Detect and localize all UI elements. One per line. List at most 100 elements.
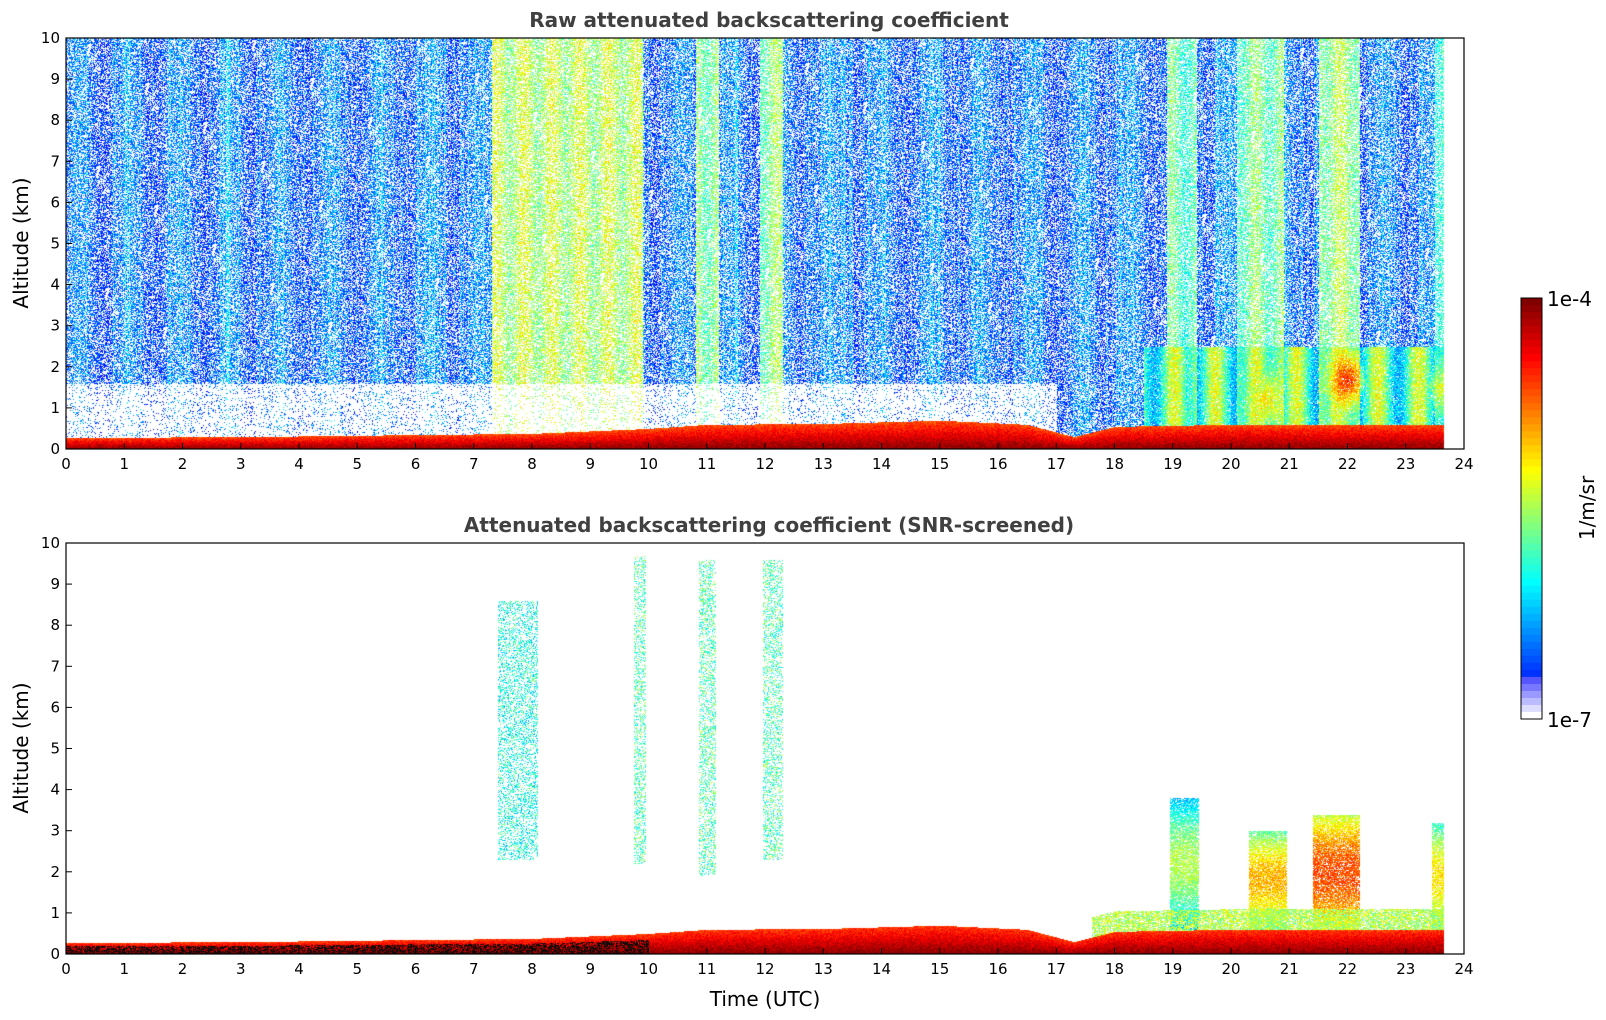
x-tick-label: 22 <box>1338 960 1357 978</box>
colorbar-segment <box>1521 424 1542 432</box>
x-tick-label: 12 <box>755 960 774 978</box>
x-tick-label: 5 <box>352 455 362 473</box>
y-tick-label: 1 <box>50 399 60 417</box>
colorbar-segment <box>1521 480 1542 489</box>
colorbar-segment <box>1521 676 1542 685</box>
colorbar-segment <box>1521 543 1542 552</box>
colorbar-segment <box>1521 438 1542 446</box>
colorbar-segment <box>1521 501 1542 510</box>
colorbar-segment <box>1521 592 1542 601</box>
colorbar-segment <box>1521 347 1542 355</box>
colorbar-segment <box>1521 466 1542 475</box>
x-tick-label: 6 <box>411 455 421 473</box>
x-tick-label: 13 <box>814 960 833 978</box>
colorbar-segment <box>1521 627 1542 636</box>
x-tick-label: 1 <box>119 455 129 473</box>
y-tick-label: 5 <box>50 740 60 758</box>
y-tick-label: 4 <box>50 781 60 799</box>
x-tick-label: 24 <box>1454 455 1473 473</box>
x-tick-label: 4 <box>294 960 304 978</box>
x-tick-label: 9 <box>585 960 595 978</box>
x-tick-label: 7 <box>469 455 479 473</box>
y-tick-label: 8 <box>50 616 60 634</box>
x-tick-label: 21 <box>1280 455 1299 473</box>
y-tick-label: 6 <box>50 698 60 716</box>
colorbar-segment <box>1521 403 1542 411</box>
y-tick-label: 7 <box>50 657 60 675</box>
colorbar-segment <box>1521 298 1542 306</box>
colorbar-segment <box>1521 305 1542 313</box>
colorbar-segment <box>1521 564 1542 573</box>
colorbar-segment <box>1521 312 1542 320</box>
colorbar-segment <box>1521 606 1542 615</box>
colorbar-segment <box>1521 662 1542 671</box>
panel-screened: Attenuated backscattering coefficient (S… <box>9 513 1474 1011</box>
colorbar-segment <box>1521 690 1542 699</box>
panel-raw-y-label: Altitude (km) <box>9 177 33 308</box>
colorbar-segment <box>1521 578 1542 587</box>
x-tick-label: 15 <box>930 960 949 978</box>
panel-raw-x-axis: 0 1 2 3 4 5 6 7 8 9 10 11 12 13 14 15 16 17 18 19 20 21 22 23 24 <box>61 443 1474 473</box>
x-tick-label: 0 <box>61 455 71 473</box>
x-tick-label: 23 <box>1396 455 1415 473</box>
y-tick-label: 7 <box>50 152 60 170</box>
y-tick-label: 5 <box>50 235 60 253</box>
colorbar-segment <box>1521 515 1542 524</box>
panel-raw-y-axis: 0 1 2 3 4 5 6 7 8 9 10 <box>41 29 72 458</box>
colorbar-segment <box>1521 445 1542 453</box>
y-tick-label: 4 <box>50 276 60 294</box>
y-tick-label: 9 <box>50 575 60 593</box>
colorbar-segment <box>1521 326 1542 334</box>
panel-raw: Raw attenuated backscattering coefficien… <box>9 8 1474 473</box>
x-tick-label: 17 <box>1047 960 1066 978</box>
y-tick-label: 3 <box>50 822 60 840</box>
panel-screened-y-label: Altitude (km) <box>9 682 33 813</box>
colorbar-segment <box>1521 557 1542 566</box>
colorbar-segment <box>1521 522 1542 531</box>
y-tick-label: 3 <box>50 317 60 335</box>
panel-screened-x-label: Time (UTC) <box>709 987 821 1011</box>
panel-screened-y-axis: 0 1 2 3 4 5 6 7 8 9 10 <box>41 534 72 963</box>
x-tick-label: 10 <box>639 960 658 978</box>
x-tick-label: 16 <box>988 455 1007 473</box>
colorbar-segment <box>1521 473 1542 482</box>
x-tick-label: 13 <box>814 455 833 473</box>
x-tick-label: 16 <box>988 960 1007 978</box>
x-tick-label: 8 <box>527 960 537 978</box>
colorbar-segment <box>1521 620 1542 629</box>
colorbar-segment <box>1521 375 1542 383</box>
x-tick-label: 6 <box>411 960 421 978</box>
colorbar-max-label: 1e-4 <box>1547 287 1592 311</box>
colorbar-segment <box>1521 683 1542 692</box>
colorbar-segment <box>1521 704 1542 713</box>
x-tick-label: 24 <box>1454 960 1473 978</box>
x-tick-label: 1 <box>119 960 129 978</box>
colorbar-segment <box>1521 452 1542 460</box>
x-tick-label: 20 <box>1221 455 1240 473</box>
y-tick-label: 2 <box>50 358 60 376</box>
x-tick-label: 3 <box>236 455 246 473</box>
colorbar-gradient <box>1521 298 1542 720</box>
colorbar-segment <box>1521 648 1542 657</box>
x-tick-label: 19 <box>1163 960 1182 978</box>
x-tick-label: 15 <box>930 455 949 473</box>
colorbar-segment <box>1521 319 1542 327</box>
x-tick-label: 2 <box>178 960 188 978</box>
colorbar-segment <box>1521 459 1542 467</box>
y-tick-label: 8 <box>50 111 60 129</box>
x-tick-label: 10 <box>639 455 658 473</box>
x-tick-label: 11 <box>697 455 716 473</box>
x-tick-label: 0 <box>61 960 71 978</box>
x-tick-label: 7 <box>469 960 479 978</box>
panel-raw-title: Raw attenuated backscattering coefficien… <box>529 8 1009 32</box>
colorbar-segment <box>1521 634 1542 643</box>
x-tick-label: 14 <box>872 455 891 473</box>
x-tick-label: 5 <box>352 960 362 978</box>
y-tick-label: 1 <box>50 904 60 922</box>
x-tick-label: 21 <box>1280 960 1299 978</box>
panel-screened-title: Attenuated backscattering coefficient (S… <box>464 513 1074 537</box>
y-tick-label: 10 <box>41 534 60 552</box>
colorbar-segment <box>1521 494 1542 503</box>
y-tick-label: 0 <box>50 440 60 458</box>
colorbar-segment <box>1521 571 1542 580</box>
